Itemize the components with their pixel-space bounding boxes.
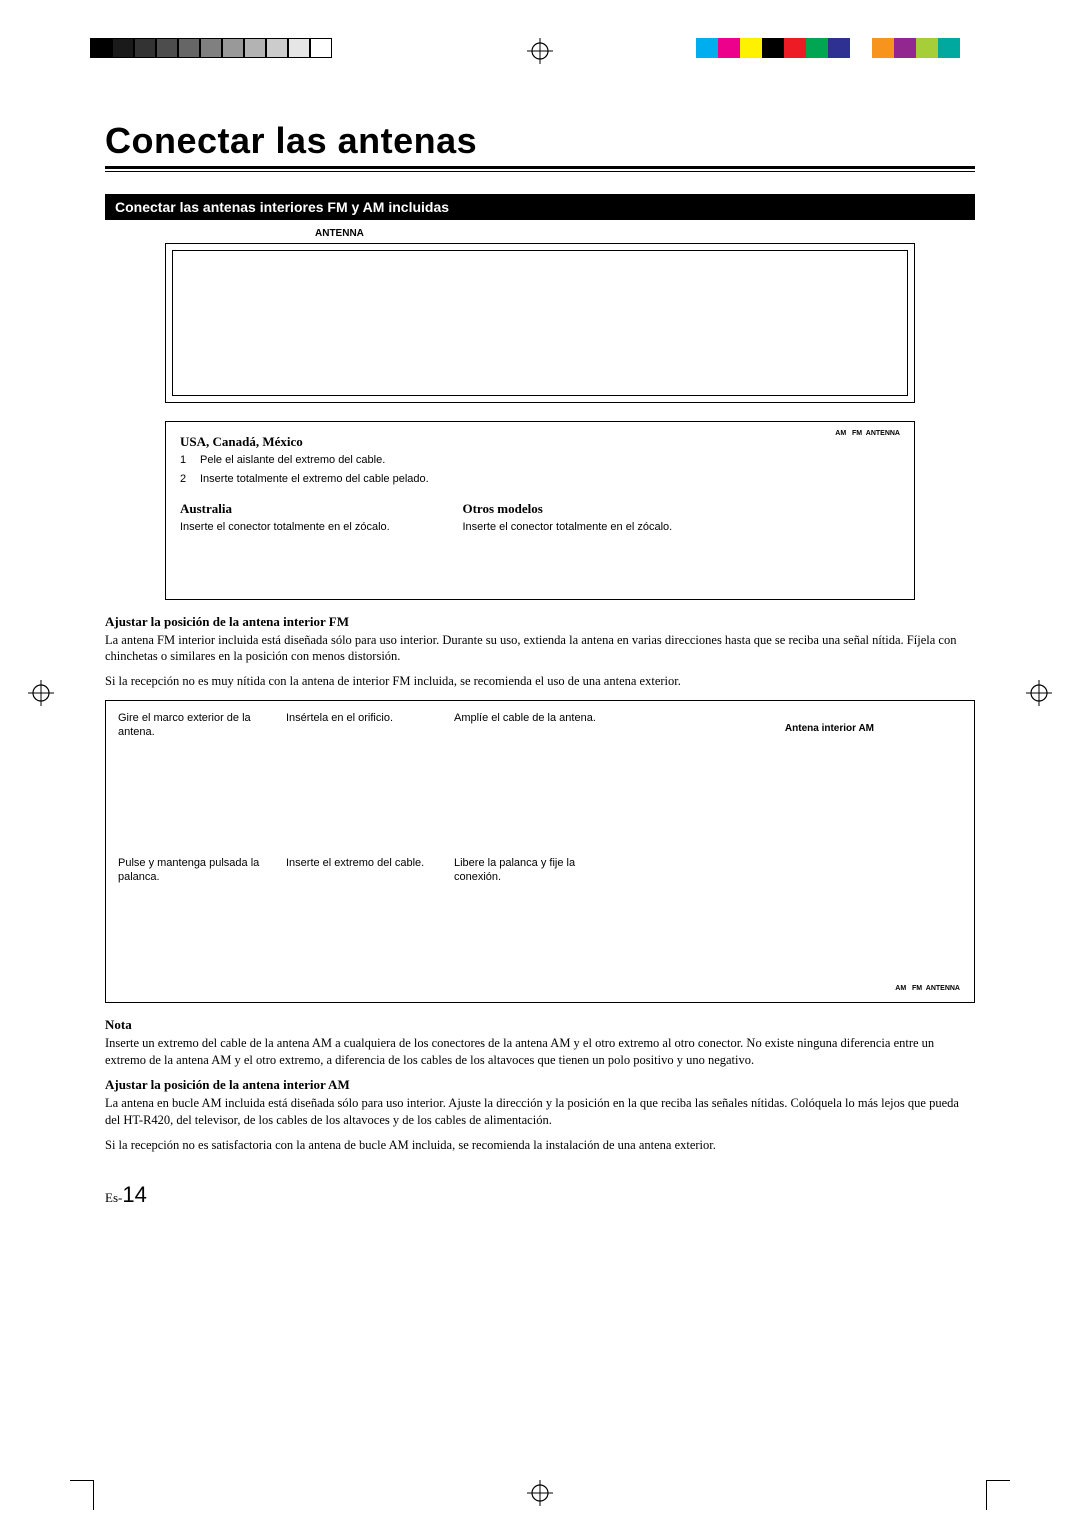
registration-mark-left xyxy=(28,680,54,711)
am-step-figure xyxy=(454,900,604,990)
registration-strip xyxy=(0,0,1080,60)
registration-mark-right xyxy=(1026,680,1052,711)
fm-connection-box: AM FM ANTENNA USA, Canadá, México 1Pele … xyxy=(165,421,915,600)
am-step-text: Inserte el extremo del cable. xyxy=(286,856,436,885)
am-step-figure xyxy=(454,756,604,846)
am-adjust-heading: Ajustar la posición de la antena interio… xyxy=(105,1077,915,1093)
australia-text: Inserte el conector totalmente en el zóc… xyxy=(180,520,438,535)
fm-adjust-p1: La antena FM interior incluida está dise… xyxy=(105,632,975,666)
other-models-heading: Otros modelos xyxy=(462,501,720,517)
australia-heading: Australia xyxy=(180,501,438,517)
am-adjust-p2: Si la recepción no es satisfactoria con … xyxy=(105,1137,975,1154)
am-step-figure xyxy=(286,900,436,990)
crop-mark-br xyxy=(986,1480,1010,1510)
other-models-figure xyxy=(462,535,720,589)
am-step-figure xyxy=(286,756,436,846)
registration-mark-top xyxy=(527,38,553,71)
am-adjust-p1: La antena en bucle AM incluida está dise… xyxy=(105,1095,975,1129)
am-step-text: Insértela en el orificio. xyxy=(286,711,436,740)
am-terminal-label: AM FM ANTENNA xyxy=(895,985,960,992)
nota-heading: Nota xyxy=(105,1017,915,1033)
am-antenna-label: Antena interior AM xyxy=(785,723,874,734)
am-step-figure xyxy=(118,756,268,846)
am-step-text: Amplíe el cable de la antena. xyxy=(454,711,604,740)
usa-heading: USA, Canadá, México xyxy=(180,434,501,450)
other-models-text: Inserte el conector totalmente en el zóc… xyxy=(462,520,720,535)
am-step-text: Gire el marco exterior de la antena. xyxy=(118,711,268,740)
registration-mark-bottom xyxy=(527,1480,553,1511)
title-rule-thin xyxy=(105,171,975,172)
rear-panel-figure xyxy=(165,243,915,403)
page-title: Conectar las antenas xyxy=(105,120,975,162)
am-step-text: Pulse y mantenga pulsada la palanca. xyxy=(118,856,268,885)
page-footer: Es-14 xyxy=(105,1182,975,1208)
crop-mark-bl xyxy=(70,1480,94,1510)
antenna-terminal-label: AM FM ANTENNA xyxy=(835,430,900,437)
australia-figure xyxy=(180,535,438,589)
fm-adjust-p2: Si la recepción no es muy nítida con la … xyxy=(105,673,975,690)
grayscale-bar xyxy=(90,38,332,58)
fm-adjust-heading: Ajustar la posición de la antena interio… xyxy=(105,614,915,630)
color-bar xyxy=(696,38,960,58)
antenna-callout-label: ANTENNA xyxy=(315,228,975,239)
section-heading: Conectar las antenas interiores FM y AM … xyxy=(105,194,975,220)
fm-wire-figure xyxy=(525,434,900,491)
am-step-text: Libere la palanca y fije la conexión. xyxy=(454,856,604,885)
title-rule-thick xyxy=(105,166,975,169)
am-step-figure xyxy=(118,900,268,990)
am-connection-box: Antena interior AM Gire el marco exterio… xyxy=(105,700,975,1003)
usa-steps: 1Pele el aislante del extremo del cable.… xyxy=(180,453,501,487)
nota-text: Inserte un extremo del cable de la anten… xyxy=(105,1035,975,1069)
